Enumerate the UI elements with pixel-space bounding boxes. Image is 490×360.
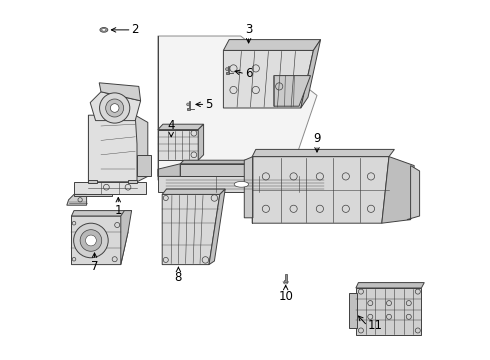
Polygon shape (90, 92, 141, 121)
Polygon shape (324, 176, 334, 192)
Polygon shape (356, 288, 421, 335)
Polygon shape (99, 83, 141, 101)
Polygon shape (158, 130, 198, 160)
Polygon shape (180, 160, 328, 164)
Ellipse shape (102, 29, 106, 31)
Polygon shape (252, 149, 394, 157)
Polygon shape (180, 164, 324, 176)
Polygon shape (162, 194, 220, 265)
Circle shape (86, 235, 97, 246)
Text: 5: 5 (205, 98, 213, 111)
Circle shape (187, 103, 190, 106)
Polygon shape (128, 180, 137, 183)
Text: 11: 11 (368, 319, 382, 332)
Polygon shape (88, 180, 98, 183)
Polygon shape (74, 194, 112, 196)
Polygon shape (245, 157, 253, 218)
Polygon shape (137, 155, 151, 176)
Circle shape (74, 223, 108, 258)
Polygon shape (158, 164, 180, 176)
Polygon shape (158, 176, 331, 192)
Polygon shape (226, 66, 229, 74)
Polygon shape (121, 211, 132, 265)
Polygon shape (274, 76, 311, 106)
Polygon shape (356, 283, 424, 288)
Polygon shape (67, 194, 87, 205)
Polygon shape (135, 115, 148, 182)
Text: 8: 8 (175, 271, 182, 284)
Text: 9: 9 (313, 132, 321, 145)
Text: 6: 6 (245, 67, 252, 80)
Polygon shape (284, 274, 288, 282)
Circle shape (225, 68, 228, 71)
Ellipse shape (100, 28, 108, 32)
Text: 2: 2 (132, 23, 139, 36)
Polygon shape (407, 166, 419, 220)
Polygon shape (88, 115, 144, 182)
Polygon shape (252, 157, 389, 223)
Text: 10: 10 (278, 290, 293, 303)
Text: 7: 7 (91, 260, 98, 273)
Polygon shape (72, 211, 132, 216)
Ellipse shape (234, 181, 248, 187)
Polygon shape (349, 293, 357, 328)
Polygon shape (382, 157, 414, 223)
Polygon shape (74, 182, 146, 194)
Text: 4: 4 (168, 120, 175, 132)
Polygon shape (72, 216, 128, 265)
Circle shape (106, 99, 123, 117)
Polygon shape (209, 189, 225, 265)
Polygon shape (301, 40, 320, 108)
Text: 3: 3 (245, 23, 252, 36)
Polygon shape (187, 101, 190, 110)
Polygon shape (158, 36, 317, 180)
Circle shape (99, 93, 130, 123)
Polygon shape (158, 124, 204, 130)
Circle shape (110, 104, 119, 112)
Polygon shape (223, 40, 320, 50)
Circle shape (80, 230, 102, 251)
Polygon shape (162, 189, 225, 194)
Polygon shape (223, 50, 314, 108)
Text: 1: 1 (115, 204, 122, 217)
Polygon shape (198, 124, 204, 160)
